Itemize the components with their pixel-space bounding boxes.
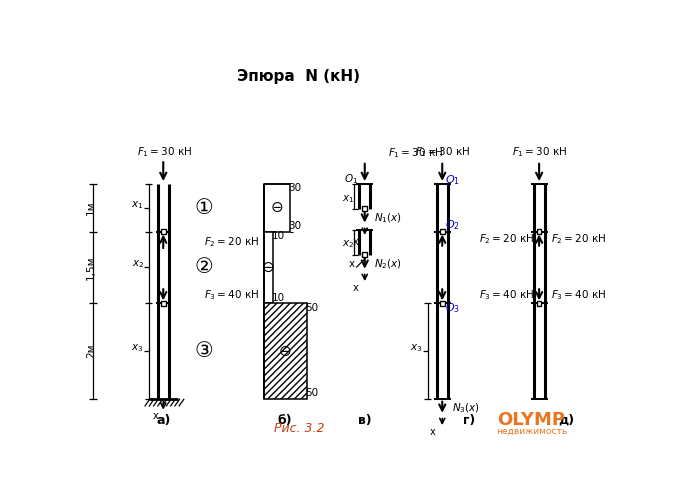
Text: б): б) (278, 414, 293, 427)
Bar (362, 206, 367, 211)
Bar (537, 229, 541, 234)
Text: 50: 50 (305, 303, 318, 313)
Text: ⊖: ⊖ (270, 200, 283, 215)
Text: $x_3$: $x_3$ (410, 342, 423, 354)
Text: 2м: 2м (86, 344, 96, 358)
Text: $x_2$: $x_2$ (342, 238, 354, 250)
Text: $O_2$: $O_2$ (445, 218, 460, 232)
Text: 30: 30 (288, 183, 302, 193)
Text: ③: ③ (194, 341, 213, 361)
Text: $F_1=30$ кН: $F_1=30$ кН (414, 145, 470, 159)
Text: $F_3=40$ кН: $F_3=40$ кН (480, 288, 534, 302)
Text: $O_3$: $O_3$ (445, 301, 460, 315)
Text: $x_1$: $x_1$ (342, 193, 354, 205)
Text: недвижимость: недвижимость (496, 426, 567, 436)
Text: $N_2(x)$: $N_2(x)$ (374, 257, 402, 271)
Text: $F_1=30$ кН: $F_1=30$ кН (512, 145, 567, 159)
Text: $F_1=30$ кН: $F_1=30$ кН (137, 145, 192, 159)
Text: $N_3(x)$: $N_3(x)$ (451, 401, 480, 415)
Text: в): в) (358, 414, 372, 427)
Text: ①: ① (194, 198, 213, 218)
Text: $O_1$: $O_1$ (445, 173, 460, 187)
Text: x: x (152, 411, 158, 421)
Text: ②: ② (194, 257, 213, 278)
Bar (264, 184, 289, 232)
Text: 1,5м: 1,5м (86, 255, 96, 280)
Text: $x_2$: $x_2$ (132, 258, 144, 270)
Text: ⊖: ⊖ (262, 260, 274, 275)
Bar (537, 301, 541, 306)
Bar (362, 252, 367, 257)
Bar (264, 232, 272, 303)
Text: x: x (430, 427, 436, 437)
Text: $x_3$: $x_3$ (132, 342, 144, 354)
Text: а): а) (156, 414, 170, 427)
Text: $N_1(x)$: $N_1(x)$ (374, 211, 402, 225)
Text: $F_2=20$ кН: $F_2=20$ кН (551, 232, 606, 246)
Bar (264, 303, 307, 399)
Bar (161, 301, 165, 306)
Text: x: x (353, 283, 358, 293)
Text: 10: 10 (272, 231, 285, 241)
Text: $F_2=20$ кН: $F_2=20$ кН (480, 232, 534, 246)
Text: x: x (353, 237, 358, 246)
Bar (440, 229, 445, 234)
Text: $F_2=20$ кН: $F_2=20$ кН (204, 235, 259, 248)
Text: 50: 50 (305, 387, 318, 397)
Text: OLYMP: OLYMP (497, 411, 565, 428)
Bar (161, 229, 165, 234)
Text: ⊖: ⊖ (279, 344, 292, 358)
Text: 30: 30 (288, 221, 302, 231)
Text: Рис. 3.2: Рис. 3.2 (274, 423, 324, 435)
Text: $x_1$: $x_1$ (132, 199, 144, 211)
Text: 10: 10 (272, 293, 285, 303)
Text: 1м: 1м (86, 201, 96, 215)
Bar (440, 301, 445, 306)
Text: $F_3=40$ кН: $F_3=40$ кН (551, 288, 606, 302)
Text: д): д) (558, 414, 574, 427)
Text: $O_1$: $O_1$ (344, 173, 358, 186)
Text: Эпюра  N (кН): Эпюра N (кН) (237, 70, 360, 84)
Text: г): г) (463, 414, 475, 427)
Text: x: x (348, 259, 355, 269)
Text: $F_3=40$ кН: $F_3=40$ кН (204, 288, 259, 302)
Text: $F_1=30$ кН: $F_1=30$ кН (388, 146, 443, 160)
